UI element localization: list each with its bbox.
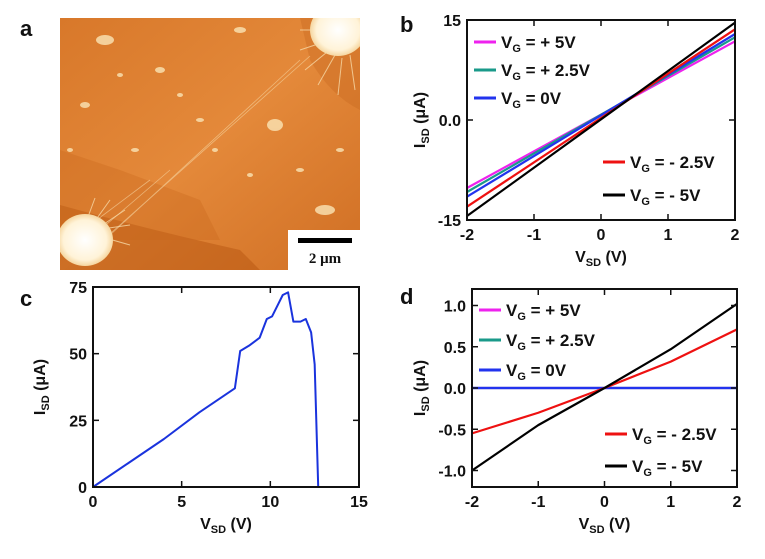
- y-tick-label: 50: [69, 347, 87, 364]
- y-axis-label-d: ISD (μA): [412, 360, 432, 416]
- series-line-c-0: [92, 291, 359, 488]
- x-tick-label: 2: [731, 227, 740, 244]
- y-tick-label: 15: [443, 13, 461, 30]
- y-tick-label: 1.0: [444, 299, 466, 316]
- afm-image: 2 μm: [60, 18, 360, 270]
- x-tick-label: 15: [350, 494, 368, 511]
- x-tick-label: -1: [527, 227, 541, 244]
- y-tick-label: -1.0: [438, 464, 466, 481]
- chart-c: 0 5 10 15 0 25 50 75 VSD (V) ISD (μA): [32, 280, 368, 536]
- y-tick-label: -15: [438, 213, 461, 230]
- panel-letter-d: d: [400, 284, 413, 309]
- x-tick-label: 1: [664, 227, 673, 244]
- x-axis-label-c: VSD (V): [200, 516, 252, 536]
- plot-frame-c: [92, 286, 360, 488]
- panel-letter-b: b: [400, 12, 413, 37]
- legend-entry: VG = 0V: [506, 361, 567, 383]
- scale-bar-label: 2 μm: [309, 251, 342, 267]
- x-tick-label: 2: [733, 494, 742, 511]
- x-axis-label-d: VSD (V): [579, 516, 631, 536]
- legend-entry: VG = + 5V: [501, 33, 576, 55]
- x-tick-label: 0: [597, 227, 606, 244]
- legend-entry: VG = + 2.5V: [506, 331, 596, 353]
- x-tick-label: 1: [666, 494, 675, 511]
- legend-entry: VG = - 5V: [630, 186, 701, 208]
- x-tick-label: -2: [465, 494, 479, 511]
- chart-b: -2 -1 0 1 2 -15 0.0 15 VSD (V) ISD (μA) VG = + 5V V…: [412, 13, 740, 269]
- y-tick-label: 0.5: [444, 340, 466, 357]
- x-tick-label: 10: [261, 494, 279, 511]
- legend-entry: VG = + 5V: [506, 301, 581, 323]
- y-tick-label: 25: [69, 413, 87, 430]
- panel-letter-c: c: [20, 286, 32, 311]
- x-axis-label-b: VSD (V): [575, 249, 627, 269]
- x-tick-label: 0: [89, 494, 98, 511]
- y-axis-label-b: ISD (μA): [412, 92, 432, 148]
- y-tick-label: 0.0: [444, 381, 466, 398]
- legend-entry: VG = - 2.5V: [630, 153, 715, 175]
- legend-entry: VG = 0V: [501, 89, 562, 111]
- legend-entry: VG = + 2.5V: [501, 61, 591, 83]
- x-tick-label: -2: [460, 227, 474, 244]
- series-line-b-4: [466, 21, 736, 217]
- scale-bar: [298, 238, 352, 243]
- y-axis-label-c: ISD (μA): [32, 359, 52, 415]
- series-line-b-2: [466, 33, 736, 198]
- x-tick-label: -1: [531, 494, 545, 511]
- legend-entry: VG = - 5V: [632, 457, 703, 479]
- legend-entry: VG = - 2.5V: [632, 425, 717, 447]
- y-tick-label: -0.5: [438, 422, 466, 439]
- y-tick-label: 0: [78, 480, 87, 497]
- panel-letter-a: a: [20, 16, 33, 41]
- x-tick-label: 5: [177, 494, 186, 511]
- chart-d: -2 -1 0 1 2 1.0 0.5 0.0 -0.5 -1.0 VSD (V) ISD (μA) V…: [412, 288, 742, 536]
- x-tick-label: 0: [600, 494, 609, 511]
- y-tick-label: 75: [69, 280, 87, 297]
- y-tick-label: 0.0: [439, 113, 461, 130]
- series-line-d-4: [471, 302, 738, 472]
